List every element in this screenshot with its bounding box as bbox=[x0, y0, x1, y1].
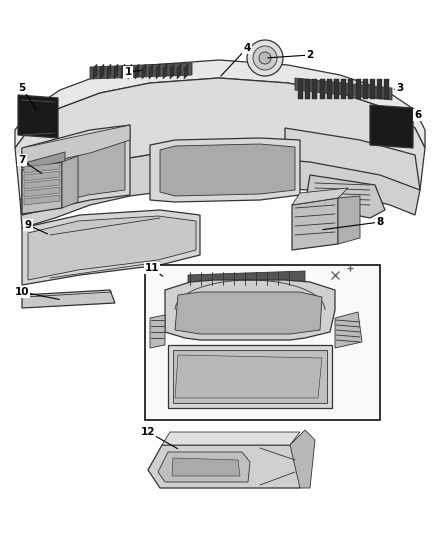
Polygon shape bbox=[188, 271, 305, 286]
Circle shape bbox=[247, 40, 283, 76]
Polygon shape bbox=[377, 79, 382, 99]
Polygon shape bbox=[93, 64, 97, 79]
Polygon shape bbox=[158, 452, 250, 482]
Polygon shape bbox=[292, 188, 348, 205]
Polygon shape bbox=[163, 64, 167, 79]
Polygon shape bbox=[24, 171, 60, 181]
Polygon shape bbox=[156, 64, 160, 79]
Polygon shape bbox=[385, 79, 389, 99]
Polygon shape bbox=[22, 210, 200, 285]
Polygon shape bbox=[162, 432, 300, 445]
Polygon shape bbox=[320, 79, 325, 99]
Polygon shape bbox=[292, 198, 338, 250]
Polygon shape bbox=[150, 315, 165, 348]
Polygon shape bbox=[90, 63, 192, 79]
Text: 9: 9 bbox=[25, 220, 32, 230]
Polygon shape bbox=[28, 152, 65, 188]
Polygon shape bbox=[341, 79, 346, 99]
Polygon shape bbox=[114, 64, 118, 79]
Polygon shape bbox=[142, 64, 146, 79]
Text: 7: 7 bbox=[18, 155, 26, 165]
Polygon shape bbox=[22, 125, 130, 168]
Polygon shape bbox=[370, 105, 413, 148]
Polygon shape bbox=[28, 216, 196, 280]
Polygon shape bbox=[135, 64, 139, 79]
Text: 10: 10 bbox=[15, 287, 29, 297]
Polygon shape bbox=[22, 162, 62, 214]
Text: 1: 1 bbox=[124, 67, 132, 77]
Polygon shape bbox=[24, 195, 60, 205]
Polygon shape bbox=[334, 79, 339, 99]
Polygon shape bbox=[305, 175, 385, 218]
Polygon shape bbox=[356, 79, 360, 99]
Polygon shape bbox=[62, 156, 78, 208]
Polygon shape bbox=[173, 350, 327, 403]
Text: 2: 2 bbox=[306, 50, 314, 60]
Polygon shape bbox=[24, 163, 60, 173]
Polygon shape bbox=[172, 458, 240, 476]
Polygon shape bbox=[107, 64, 111, 79]
Polygon shape bbox=[148, 445, 300, 488]
Polygon shape bbox=[170, 64, 174, 79]
Polygon shape bbox=[335, 312, 362, 348]
Polygon shape bbox=[28, 132, 125, 210]
Polygon shape bbox=[305, 79, 310, 99]
Polygon shape bbox=[184, 64, 188, 79]
Polygon shape bbox=[338, 196, 360, 244]
Text: 12: 12 bbox=[141, 427, 155, 437]
Polygon shape bbox=[24, 179, 60, 189]
Polygon shape bbox=[24, 187, 60, 197]
Text: 11: 11 bbox=[145, 263, 159, 273]
Polygon shape bbox=[121, 64, 125, 79]
Polygon shape bbox=[22, 290, 115, 308]
Polygon shape bbox=[20, 148, 420, 228]
Circle shape bbox=[253, 46, 277, 70]
Polygon shape bbox=[295, 78, 392, 100]
Polygon shape bbox=[18, 95, 58, 138]
Text: 6: 6 bbox=[414, 110, 422, 120]
Polygon shape bbox=[22, 125, 130, 215]
Text: 5: 5 bbox=[18, 83, 26, 93]
Polygon shape bbox=[285, 128, 420, 190]
Polygon shape bbox=[312, 79, 318, 99]
Polygon shape bbox=[290, 430, 315, 488]
Polygon shape bbox=[348, 79, 353, 99]
Polygon shape bbox=[363, 79, 368, 99]
Polygon shape bbox=[15, 60, 425, 148]
Text: 3: 3 bbox=[396, 83, 404, 93]
Polygon shape bbox=[165, 280, 335, 340]
Polygon shape bbox=[15, 78, 425, 200]
Polygon shape bbox=[370, 79, 375, 99]
Polygon shape bbox=[150, 138, 300, 202]
Polygon shape bbox=[298, 79, 303, 99]
Polygon shape bbox=[168, 345, 332, 408]
Polygon shape bbox=[175, 355, 322, 398]
Text: 4: 4 bbox=[244, 43, 251, 53]
Polygon shape bbox=[160, 144, 295, 196]
Polygon shape bbox=[177, 64, 181, 79]
Circle shape bbox=[259, 52, 271, 64]
Polygon shape bbox=[100, 64, 104, 79]
Polygon shape bbox=[128, 64, 132, 79]
Text: 8: 8 bbox=[376, 217, 384, 227]
Polygon shape bbox=[327, 79, 332, 99]
Polygon shape bbox=[149, 64, 153, 79]
Polygon shape bbox=[175, 292, 322, 334]
Bar bbox=[145, 265, 380, 420]
